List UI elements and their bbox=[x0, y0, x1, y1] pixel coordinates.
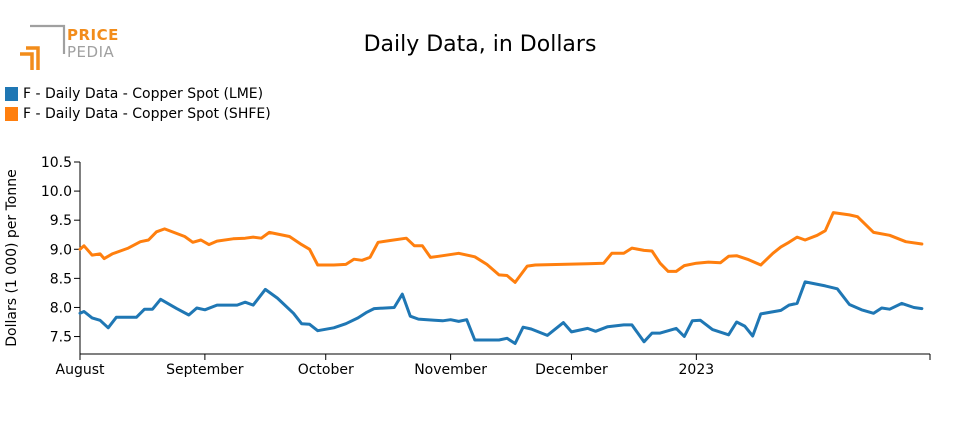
legend-item-shfe[interactable]: F - Daily Data - Copper Spot (SHFE) bbox=[5, 104, 271, 124]
y-tick-label: 9.5 bbox=[50, 213, 72, 229]
logo-mark-icon bbox=[20, 24, 66, 70]
logo-word-price: PRICE bbox=[67, 26, 119, 44]
pricepedia-logo: PRICE PEDIA bbox=[18, 24, 128, 74]
logo-word-pedia: PEDIA bbox=[67, 43, 115, 61]
series-line-lme bbox=[78, 280, 924, 345]
y-tick-label: 9.0 bbox=[50, 242, 72, 258]
chart-legend: F - Daily Data - Copper Spot (LME) F - D… bbox=[5, 84, 271, 124]
y-tick-label: 7.5 bbox=[50, 330, 72, 346]
y-tick-label: 8.0 bbox=[50, 300, 72, 316]
x-tick-label: September bbox=[166, 362, 244, 378]
legend-label-shfe: F - Daily Data - Copper Spot (SHFE) bbox=[23, 106, 271, 122]
y-axis-label: Dollars (1 000) per Tonne bbox=[4, 169, 20, 346]
chart-title: Daily Data, in Dollars bbox=[363, 32, 597, 57]
series-line-shfe bbox=[78, 211, 924, 284]
legend-item-lme[interactable]: F - Daily Data - Copper Spot (LME) bbox=[5, 84, 271, 104]
legend-swatch-shfe bbox=[5, 107, 18, 121]
legend-swatch-lme bbox=[5, 87, 18, 101]
x-tick-label: August bbox=[56, 362, 106, 378]
legend-label-lme: F - Daily Data - Copper Spot (LME) bbox=[23, 86, 264, 102]
x-tick-label: 2023 bbox=[679, 362, 715, 378]
x-tick-label: December bbox=[535, 362, 608, 378]
y-tick-label: 10.0 bbox=[41, 184, 72, 200]
y-tick-label: 10.5 bbox=[41, 155, 72, 171]
x-tick-label: October bbox=[298, 362, 354, 378]
y-tick-label: 8.5 bbox=[50, 271, 72, 287]
x-tick-label: November bbox=[414, 362, 487, 378]
